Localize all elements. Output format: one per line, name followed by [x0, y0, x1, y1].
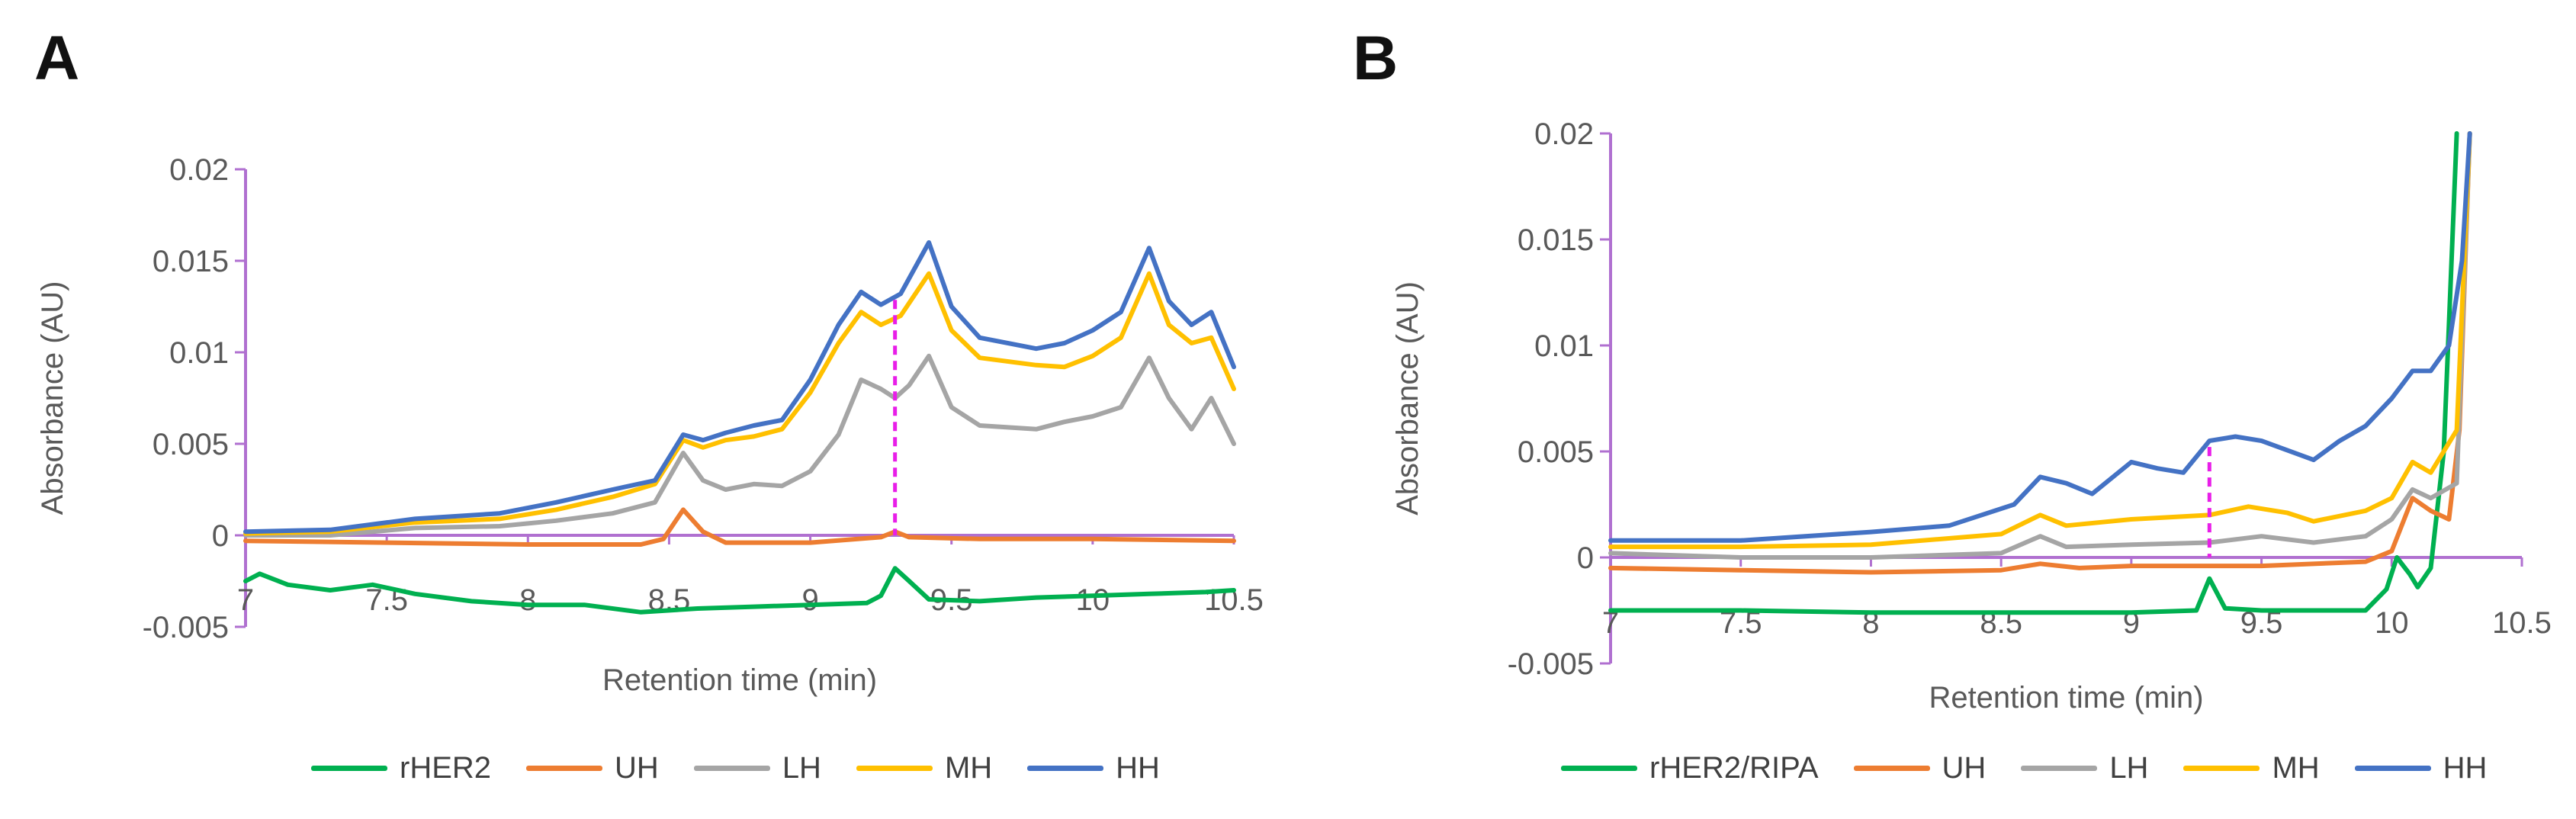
y-tick-label: 0.02: [1534, 117, 1594, 151]
legend-item-uh: UH: [526, 751, 659, 785]
legend-swatch: [2354, 766, 2431, 771]
legend-label: rHER2/RIPA: [1649, 751, 1819, 785]
x-axis-title: Retention time (min): [602, 663, 877, 697]
panel-label: A: [34, 24, 80, 93]
y-tick-label: 0: [212, 519, 229, 553]
y-tick-label: 0.015: [1518, 223, 1594, 257]
legend-item-hh: HH: [2354, 751, 2488, 785]
x-tick-label: 10.5: [2492, 606, 2552, 640]
legend-item-rher2-ripa: rHER2/RIPA: [1561, 751, 1819, 785]
legend-item-uh: UH: [1853, 751, 1987, 785]
legend-item-lh: LH: [2021, 751, 2148, 785]
series-line-uh: [243, 507, 1236, 547]
legend-swatch: [856, 766, 933, 771]
legend-item-rher2: rHER2: [311, 751, 491, 785]
legend-swatch: [1853, 766, 1930, 771]
chart-legend: rHER2 UH LH MH HH: [311, 751, 1195, 785]
y-axis-title: Absorbance (AU): [1391, 281, 1425, 515]
panel-label: B: [1353, 24, 1399, 93]
legend-label: HH: [1116, 751, 1160, 785]
series-line-hh: [243, 240, 1236, 535]
x-tick-label: 7: [1602, 606, 1619, 640]
y-axis-title: Absorbance (AU): [36, 281, 69, 515]
y-tick-label: 0.005: [153, 428, 229, 461]
y-tick-label: 0.01: [169, 336, 229, 370]
legend-swatch: [311, 766, 387, 771]
legend-swatch: [693, 766, 770, 771]
y-tick-label: 0.015: [153, 245, 229, 278]
x-tick-label: 7: [237, 583, 254, 617]
legend-label: MH: [2272, 751, 2320, 785]
x-tick-label: 10: [1076, 583, 1110, 617]
legend-label: HH: [2443, 751, 2488, 785]
legend-item-lh: LH: [693, 751, 821, 785]
series-line-mh: [243, 271, 1236, 536]
series-line-uh: [1608, 131, 2472, 575]
legend-item-hh: HH: [1027, 751, 1160, 785]
legend-label: MH: [944, 751, 993, 785]
legend-item-mh: MH: [856, 751, 992, 785]
y-tick-label: 0.01: [1534, 329, 1594, 363]
series-line-rher2: [243, 566, 1236, 615]
legend-label: UH: [1942, 751, 1987, 785]
legend-label: rHER2: [400, 751, 492, 785]
y-tick-label: 0.02: [169, 153, 229, 187]
series-line-lh: [243, 353, 1236, 538]
x-axis-title: Retention time (min): [1929, 681, 2203, 715]
legend-swatch: [2021, 766, 2098, 771]
legend-swatch: [1561, 766, 1637, 771]
chart-panel-b: B -0.005 0 0.005 0.01 0.015 0.02 7 7.5 8 8.5 9 9.5 1…: [1288, 0, 2576, 819]
legend-label: UH: [615, 751, 659, 785]
chart-panel-a: A -0.005 0 0.005 0.01 0.015 0.02 7 7.5 8 8.5 9 9.5 1…: [34, 24, 1264, 785]
legend-item-mh: MH: [2183, 751, 2320, 785]
legend-swatch: [2183, 766, 2260, 771]
y-tick-label: -0.005: [143, 611, 229, 644]
legend-label: LH: [782, 751, 821, 785]
y-tick-label: -0.005: [1508, 647, 1594, 681]
series-line-mh: [1608, 131, 2472, 550]
x-tick-label: 8: [519, 583, 536, 617]
series-line-rher2-ripa: [1608, 131, 2459, 615]
legend-swatch: [526, 766, 603, 771]
chart-legend: rHER2/RIPA UH LH MH HH: [1561, 751, 2522, 785]
y-tick-label: 0: [1577, 541, 1594, 575]
x-tick-label: 9: [801, 583, 818, 617]
y-tick-label: 0.005: [1518, 435, 1594, 469]
x-tick-label: 10: [2375, 606, 2409, 640]
series-line-lh: [1608, 131, 2472, 560]
legend-swatch: [1027, 766, 1104, 771]
series-line-hh: [1608, 131, 2472, 543]
legend-label: LH: [2109, 751, 2149, 785]
